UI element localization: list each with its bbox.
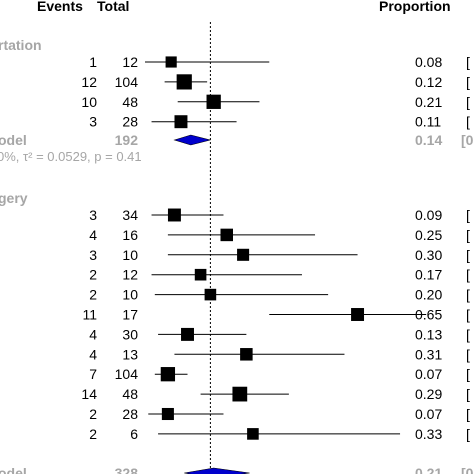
study-marker <box>204 288 217 301</box>
total-value: 48 <box>122 386 138 402</box>
study-marker <box>220 228 233 242</box>
total-value: 34 <box>122 207 138 223</box>
subgroup-label: rtation <box>0 37 42 53</box>
study-marker <box>167 208 181 222</box>
proportion-value: 0.25 <box>415 227 442 243</box>
events-header: Events <box>37 0 83 14</box>
ci-bracket: [ <box>466 207 470 223</box>
total-value: 30 <box>122 326 138 342</box>
proportion-value: 0.29 <box>415 386 442 402</box>
events-value: 2 <box>89 426 97 442</box>
events-value: 3 <box>89 247 97 263</box>
ci-bracket: [ <box>466 287 470 303</box>
study-marker <box>174 115 188 129</box>
study-marker <box>165 56 177 68</box>
study-marker <box>176 74 192 90</box>
pooled-ci-bracket: [0 <box>461 132 474 148</box>
proportion-value: 0.21 <box>415 94 442 110</box>
ci-bracket: [ <box>466 94 470 110</box>
study-marker <box>206 94 221 109</box>
study-marker <box>237 248 250 261</box>
proportion-value: 0.07 <box>415 406 442 422</box>
pooled-proportion: 0.21 <box>415 465 442 474</box>
total-value: 13 <box>122 346 138 362</box>
proportion-value: 0.33 <box>415 426 442 442</box>
total-value: 10 <box>122 287 138 303</box>
total-value: 16 <box>122 227 138 243</box>
pooled-proportion: 0.14 <box>415 132 442 148</box>
ci-bracket: [ <box>466 307 470 323</box>
events-value: 3 <box>89 207 97 223</box>
events-value: 12 <box>81 74 97 90</box>
total-value: 104 <box>115 74 139 90</box>
proportion-value: 0.08 <box>415 54 442 70</box>
total-value: 28 <box>122 406 138 422</box>
proportion-value: 0.13 <box>415 326 442 342</box>
pooled-ci-bracket: [0 <box>461 465 474 474</box>
proportion-header: Proportion <box>379 0 451 14</box>
total-value: 17 <box>122 307 138 323</box>
events-value: 4 <box>89 346 97 362</box>
ci-bracket: [ <box>466 267 470 283</box>
events-value: 11 <box>82 307 97 323</box>
proportion-value: 0.65 <box>415 307 442 323</box>
proportion-value: 0.17 <box>415 267 442 283</box>
proportion-value: 0.11 <box>415 114 441 130</box>
study-marker <box>232 386 248 402</box>
total-value: 6 <box>130 426 138 442</box>
proportion-value: 0.31 <box>415 346 442 362</box>
events-value: 4 <box>89 326 97 342</box>
pooled-total: 192 <box>115 132 139 148</box>
events-value: 2 <box>89 406 97 422</box>
total-value: 10 <box>122 247 138 263</box>
proportion-value: 0.20 <box>415 287 442 303</box>
ci-bracket: [ <box>466 54 470 70</box>
total-value: 104 <box>115 366 139 382</box>
events-value: 4 <box>89 227 97 243</box>
ci-bracket: [ <box>466 247 470 263</box>
study-marker <box>351 308 365 321</box>
study-marker <box>240 348 253 361</box>
ci-bracket: [ <box>466 114 470 130</box>
events-value: 7 <box>89 366 97 382</box>
events-value: 3 <box>89 114 97 130</box>
ci-bracket: [ <box>466 346 470 362</box>
ci-bracket: [ <box>466 426 470 442</box>
total-header: Total <box>97 0 129 14</box>
ci-bracket: [ <box>466 326 470 342</box>
pooled-diamond <box>184 467 250 474</box>
study-marker <box>161 407 174 421</box>
subgroup-label: gery <box>0 190 28 206</box>
pooled-model-label: odel <box>0 132 27 148</box>
ci-bracket: [ <box>466 227 470 243</box>
proportion-value: 0.12 <box>415 74 442 90</box>
pooled-total: 328 <box>115 465 139 474</box>
pooled-diamond <box>173 134 211 146</box>
study-marker <box>247 428 259 440</box>
column-headers: Events Total Proportion <box>37 0 451 14</box>
ci-bracket: [ <box>466 386 470 402</box>
ci-bracket: [ <box>466 406 470 422</box>
events-value: 2 <box>89 287 97 303</box>
study-marker <box>160 367 176 382</box>
proportion-value: 0.30 <box>415 247 442 263</box>
events-value: 10 <box>81 94 97 110</box>
events-value: 14 <box>81 386 97 402</box>
pooled-model-label: odel <box>0 465 27 474</box>
total-value: 28 <box>122 114 138 130</box>
total-value: 12 <box>122 54 138 70</box>
study-marker <box>181 327 194 341</box>
heterogeneity-stats: 0%, τ² = 0.0529, p = 0.41 <box>0 149 142 164</box>
total-value: 12 <box>122 267 138 283</box>
events-value: 2 <box>89 267 97 283</box>
ci-bracket: [ <box>466 366 470 382</box>
proportion-value: 0.07 <box>415 366 442 382</box>
ci-bracket: [ <box>466 74 470 90</box>
study-marker <box>194 268 207 281</box>
events-value: 1 <box>89 54 97 70</box>
total-value: 48 <box>122 94 138 110</box>
proportion-value: 0.09 <box>415 207 442 223</box>
